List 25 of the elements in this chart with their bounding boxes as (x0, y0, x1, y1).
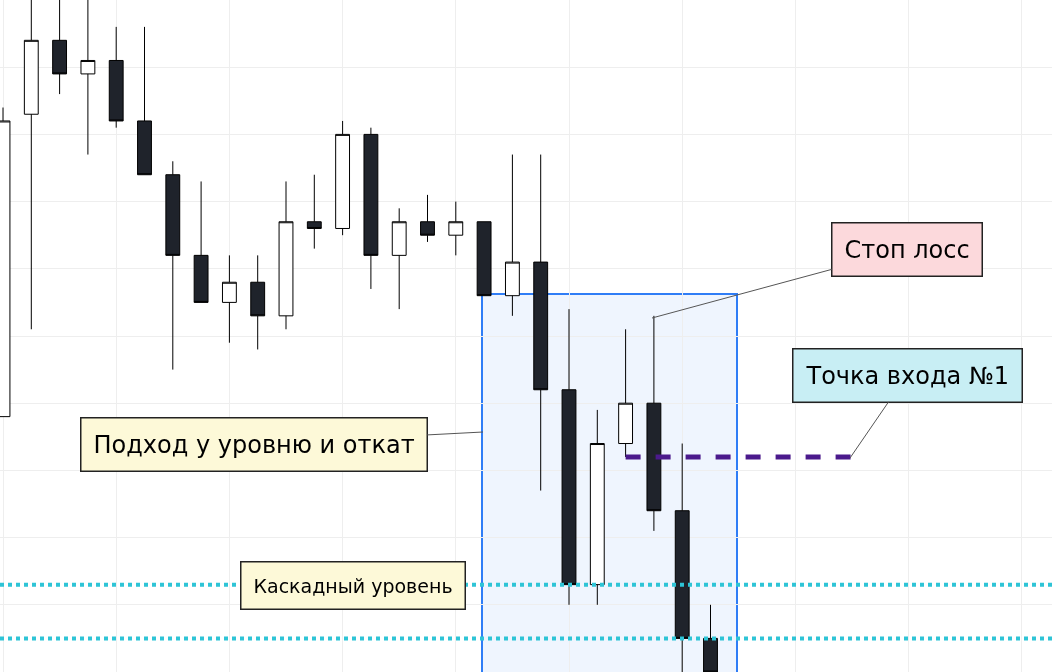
annotation: Каскадный уровень (253, 574, 453, 597)
candlestick (108, 26, 124, 129)
candlestick (306, 174, 322, 250)
candlestick (137, 26, 152, 176)
annotation: Точка входа №1 (805, 361, 1010, 390)
candlestick (618, 328, 634, 458)
candlestick (165, 160, 181, 371)
candlestick (250, 254, 266, 350)
candlestick (335, 120, 351, 236)
candlestick (703, 604, 718, 672)
candlestick (52, 0, 68, 95)
candlestick (391, 207, 407, 310)
candlestick (504, 154, 520, 317)
candlestick (589, 409, 605, 606)
annotation: Подход у уровню и откат (93, 430, 415, 459)
candlestick (278, 180, 294, 330)
candlestick (476, 221, 492, 297)
candlestick (420, 194, 435, 243)
candlestick (363, 127, 379, 290)
candlestick (646, 315, 662, 532)
candlestick (448, 201, 464, 256)
annotation: Стоп лосс (844, 235, 970, 264)
candlestick (193, 180, 209, 303)
candlestick (533, 154, 549, 492)
candlestick (221, 254, 237, 344)
